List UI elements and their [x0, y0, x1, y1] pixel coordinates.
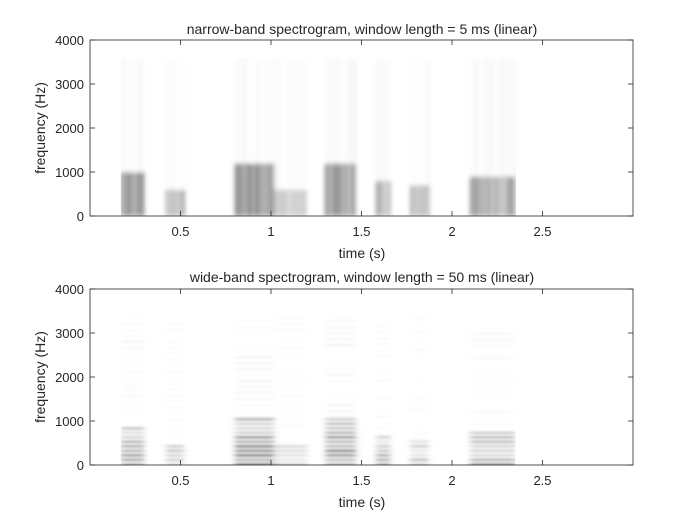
y-tick-label: 0: [77, 209, 84, 224]
y-tick-label: 2000: [55, 121, 84, 136]
energy-region: [376, 58, 391, 216]
y-tick-label: 1000: [55, 165, 84, 180]
y-tick-label: 2000: [55, 370, 84, 385]
x-tick-label: 1.5: [352, 224, 370, 239]
energy-region: [410, 319, 428, 466]
energy-region: [235, 58, 276, 216]
y-tick-label: 0: [77, 458, 84, 473]
y-tick-label: 4000: [55, 33, 84, 48]
y-tick-label: 3000: [55, 326, 84, 341]
energy-region: [166, 317, 184, 465]
x-tick-label: 1: [267, 224, 274, 239]
x-axis-label: time (s): [339, 245, 386, 261]
chart-title: narrow-band spectrogram, window length =…: [187, 21, 538, 37]
energy-region: [325, 58, 356, 216]
spectrogram-image: [121, 58, 516, 216]
energy-region: [325, 321, 356, 466]
energy-region: [470, 316, 515, 465]
energy-region: [410, 58, 429, 216]
energy-region: [275, 317, 308, 465]
plot-area: 0.5 1 1.5 2 2.5 0 1000 2000 3000 4000: [55, 33, 634, 239]
x-tick-label: 1.5: [352, 473, 370, 488]
spectrogram-image: [121, 316, 516, 465]
y-tick-label: 1000: [55, 414, 84, 429]
energy-region: [121, 317, 145, 465]
y-tick-label: 4000: [55, 282, 84, 297]
chart-title: wide-band spectrogram, window length = 5…: [189, 269, 534, 285]
energy-region: [121, 58, 144, 216]
x-tick-label: 1: [267, 473, 274, 488]
energy-region: [470, 58, 516, 216]
y-tick-label: 3000: [55, 77, 84, 92]
energy-region: [166, 58, 185, 216]
wide-band-spectrogram-panel: wide-band spectrogram, window length = 5…: [32, 269, 634, 510]
energy-region: [275, 58, 307, 216]
x-tick-label: 0.5: [171, 224, 189, 239]
x-tick-label: 2: [448, 224, 455, 239]
x-tick-label: 2.5: [533, 473, 551, 488]
x-tick-label: 2.5: [533, 224, 551, 239]
plot-background: [90, 40, 633, 216]
narrow-band-spectrogram-panel: narrow-band spectrogram, window length =…: [32, 21, 634, 261]
energy-region: [376, 320, 391, 465]
x-tick-label: 0.5: [171, 473, 189, 488]
y-axis-label: frequency (Hz): [32, 82, 48, 174]
x-tick-label: 2: [448, 473, 455, 488]
energy-region: [235, 321, 275, 466]
x-axis-label: time (s): [339, 494, 386, 510]
y-axis-label: frequency (Hz): [32, 331, 48, 423]
plot-area: 0.5 1 1.5 2 2.5 0 1000 2000 3000 4000: [55, 282, 634, 488]
